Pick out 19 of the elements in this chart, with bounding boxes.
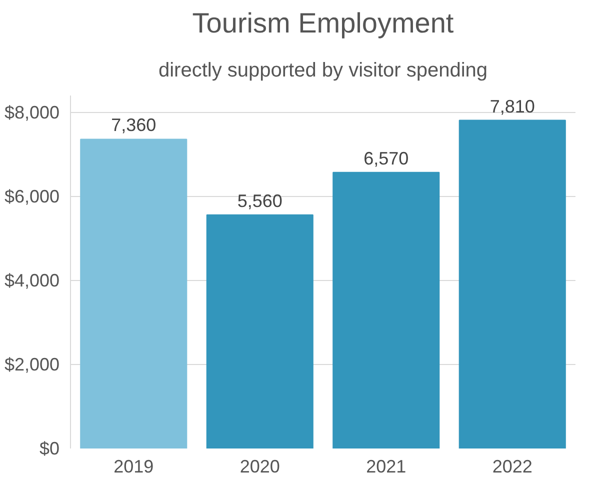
- chart-title: Tourism Employment: [192, 8, 454, 38]
- data-label: 7,810: [490, 96, 535, 116]
- y-tick-label: $0: [39, 438, 60, 458]
- data-label: 5,560: [237, 190, 282, 211]
- y-tick-label: $4,000: [4, 270, 60, 290]
- chart-subtitle: directly supported by visitor spending: [158, 60, 488, 82]
- x-tick-label: 2020: [240, 456, 280, 476]
- data-label: 6,570: [364, 148, 409, 168]
- y-tick-label: $8,000: [4, 102, 60, 122]
- bar: [80, 138, 188, 448]
- y-tick-label: $2,000: [4, 354, 60, 374]
- data-label: 7,360: [111, 115, 156, 136]
- bar: [332, 172, 440, 448]
- x-tick-label: 2022: [492, 456, 532, 476]
- y-tick-label: $6,000: [4, 186, 60, 206]
- x-tick-label: 2021: [366, 456, 406, 476]
- x-tick-label: 2019: [114, 456, 154, 476]
- bar: [206, 214, 314, 448]
- bar: [458, 120, 566, 448]
